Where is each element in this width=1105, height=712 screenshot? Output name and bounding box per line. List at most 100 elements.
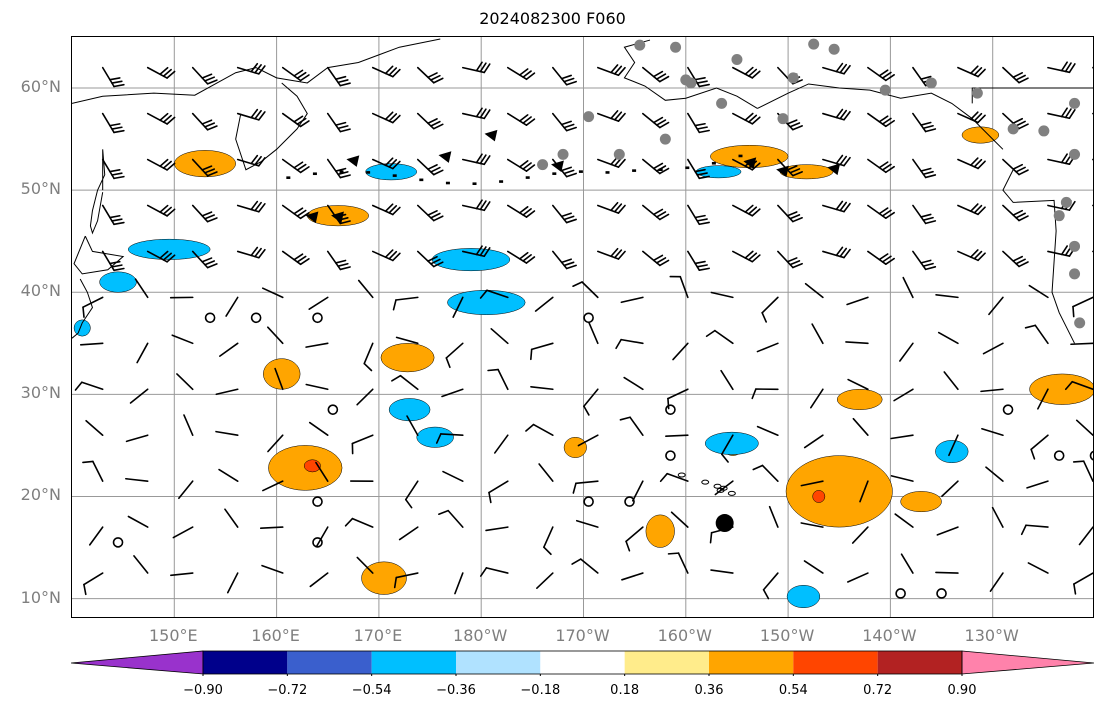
coastline: [72, 38, 441, 104]
barb-feather: [1060, 153, 1068, 164]
barb-feather: [977, 252, 986, 262]
wind-barb: [912, 112, 937, 133]
barb-feather: [792, 216, 803, 223]
station-dot: [1060, 196, 1072, 208]
barb-feather: [201, 73, 213, 79]
wind-barb: [670, 511, 689, 528]
wind-barb: [259, 526, 284, 529]
barb-staff: [846, 296, 869, 306]
wind-barb: [191, 250, 218, 269]
barb-staff: [1073, 572, 1093, 585]
station-dot: [1038, 125, 1050, 137]
wind-barb: [487, 368, 509, 391]
longitude-label: 160°W: [657, 626, 712, 645]
aleutian-island: [366, 171, 371, 174]
barb-staff: [1070, 342, 1093, 346]
calm-circle: [204, 312, 216, 324]
barb-feather: [652, 70, 664, 78]
barb-feather: [432, 261, 444, 268]
barb-staff: [447, 509, 464, 528]
barb-staff: [136, 342, 149, 364]
barb-feather: [111, 80, 123, 84]
barb-staff: [308, 296, 329, 310]
barb-feather: [388, 67, 398, 76]
wind-barb: [219, 342, 239, 357]
wind-barb: [761, 296, 779, 323]
barb-feather: [82, 306, 85, 318]
barb-feather: [1020, 524, 1027, 536]
barb-feather: [483, 63, 491, 74]
barb-feather: [339, 82, 351, 87]
barb-feather: [922, 262, 934, 267]
barb-feather: [1073, 583, 1077, 595]
barb-staff: [583, 388, 599, 408]
barb-feather: [201, 211, 213, 217]
barb-staff: [127, 515, 149, 528]
barb-staff: [1092, 250, 1093, 253]
wind-barb: [357, 279, 374, 299]
longitude-label: 140°W: [862, 626, 917, 645]
wind-barb: [129, 388, 149, 404]
barb-feather: [977, 68, 986, 78]
barb-feather: [83, 583, 87, 596]
barb-feather: [384, 249, 394, 258]
wind-barb: [935, 294, 959, 299]
wind-barb: [82, 460, 104, 482]
aleutian-island: [632, 169, 637, 172]
barb-feather: [655, 165, 667, 172]
wind-barb: [867, 250, 895, 265]
calm-markers: [112, 312, 1093, 599]
station-dot: [1069, 148, 1081, 160]
barb-feather: [1018, 77, 1029, 84]
barb-staff: [621, 572, 644, 581]
barb-feather: [1018, 261, 1029, 268]
barb-staff: [133, 555, 149, 574]
wind-barb: [1027, 562, 1049, 574]
wind-barb: [943, 371, 959, 391]
barb-feather: [427, 118, 438, 125]
barb-feather: [881, 209, 892, 217]
wind-barb: [687, 112, 710, 134]
barb-feather: [615, 338, 622, 350]
colorbar-tick-label: 0.18: [610, 683, 640, 698]
barb-feather: [843, 64, 851, 75]
barb-feather: [1064, 380, 1074, 391]
wind-barb: [597, 247, 626, 260]
barb-feather: [973, 158, 983, 168]
coastline: [72, 278, 94, 339]
barb-feather: [339, 174, 351, 179]
wind-barb: [672, 342, 689, 361]
wind-barb: [720, 434, 734, 463]
barb-feather: [204, 122, 216, 128]
barb-feather: [655, 119, 667, 126]
barb-feather: [1012, 117, 1023, 124]
barb-feather: [162, 206, 172, 215]
barb-staff: [803, 560, 824, 574]
barb-feather: [432, 123, 444, 130]
station-dot: [537, 159, 549, 171]
colorbar-tick-label: 0.90: [947, 683, 977, 698]
barb-staff: [82, 296, 104, 308]
map-panel[interactable]: [71, 36, 1094, 618]
shaded-region: [416, 426, 454, 448]
barb-feather: [839, 247, 848, 258]
barb-feather: [109, 214, 121, 219]
barb-staff: [936, 526, 959, 536]
barb-feather: [835, 62, 844, 73]
barb-feather: [250, 108, 259, 119]
wind-barb: [642, 204, 670, 221]
barb-feather: [296, 209, 307, 217]
shaded-region: [961, 126, 1000, 144]
barb-feather: [113, 129, 125, 134]
calm-circle: [583, 496, 594, 507]
wind-barb: [416, 250, 444, 268]
wind-barb: [577, 434, 599, 447]
barb-feather: [659, 167, 670, 175]
wind-barb: [371, 111, 401, 124]
barb-feather: [878, 115, 889, 123]
map-canvas[interactable]: [72, 37, 1094, 618]
barb-feather: [427, 209, 438, 216]
barb-feather: [610, 201, 619, 212]
barb-feather: [206, 263, 218, 269]
wind-barb: [395, 336, 419, 345]
